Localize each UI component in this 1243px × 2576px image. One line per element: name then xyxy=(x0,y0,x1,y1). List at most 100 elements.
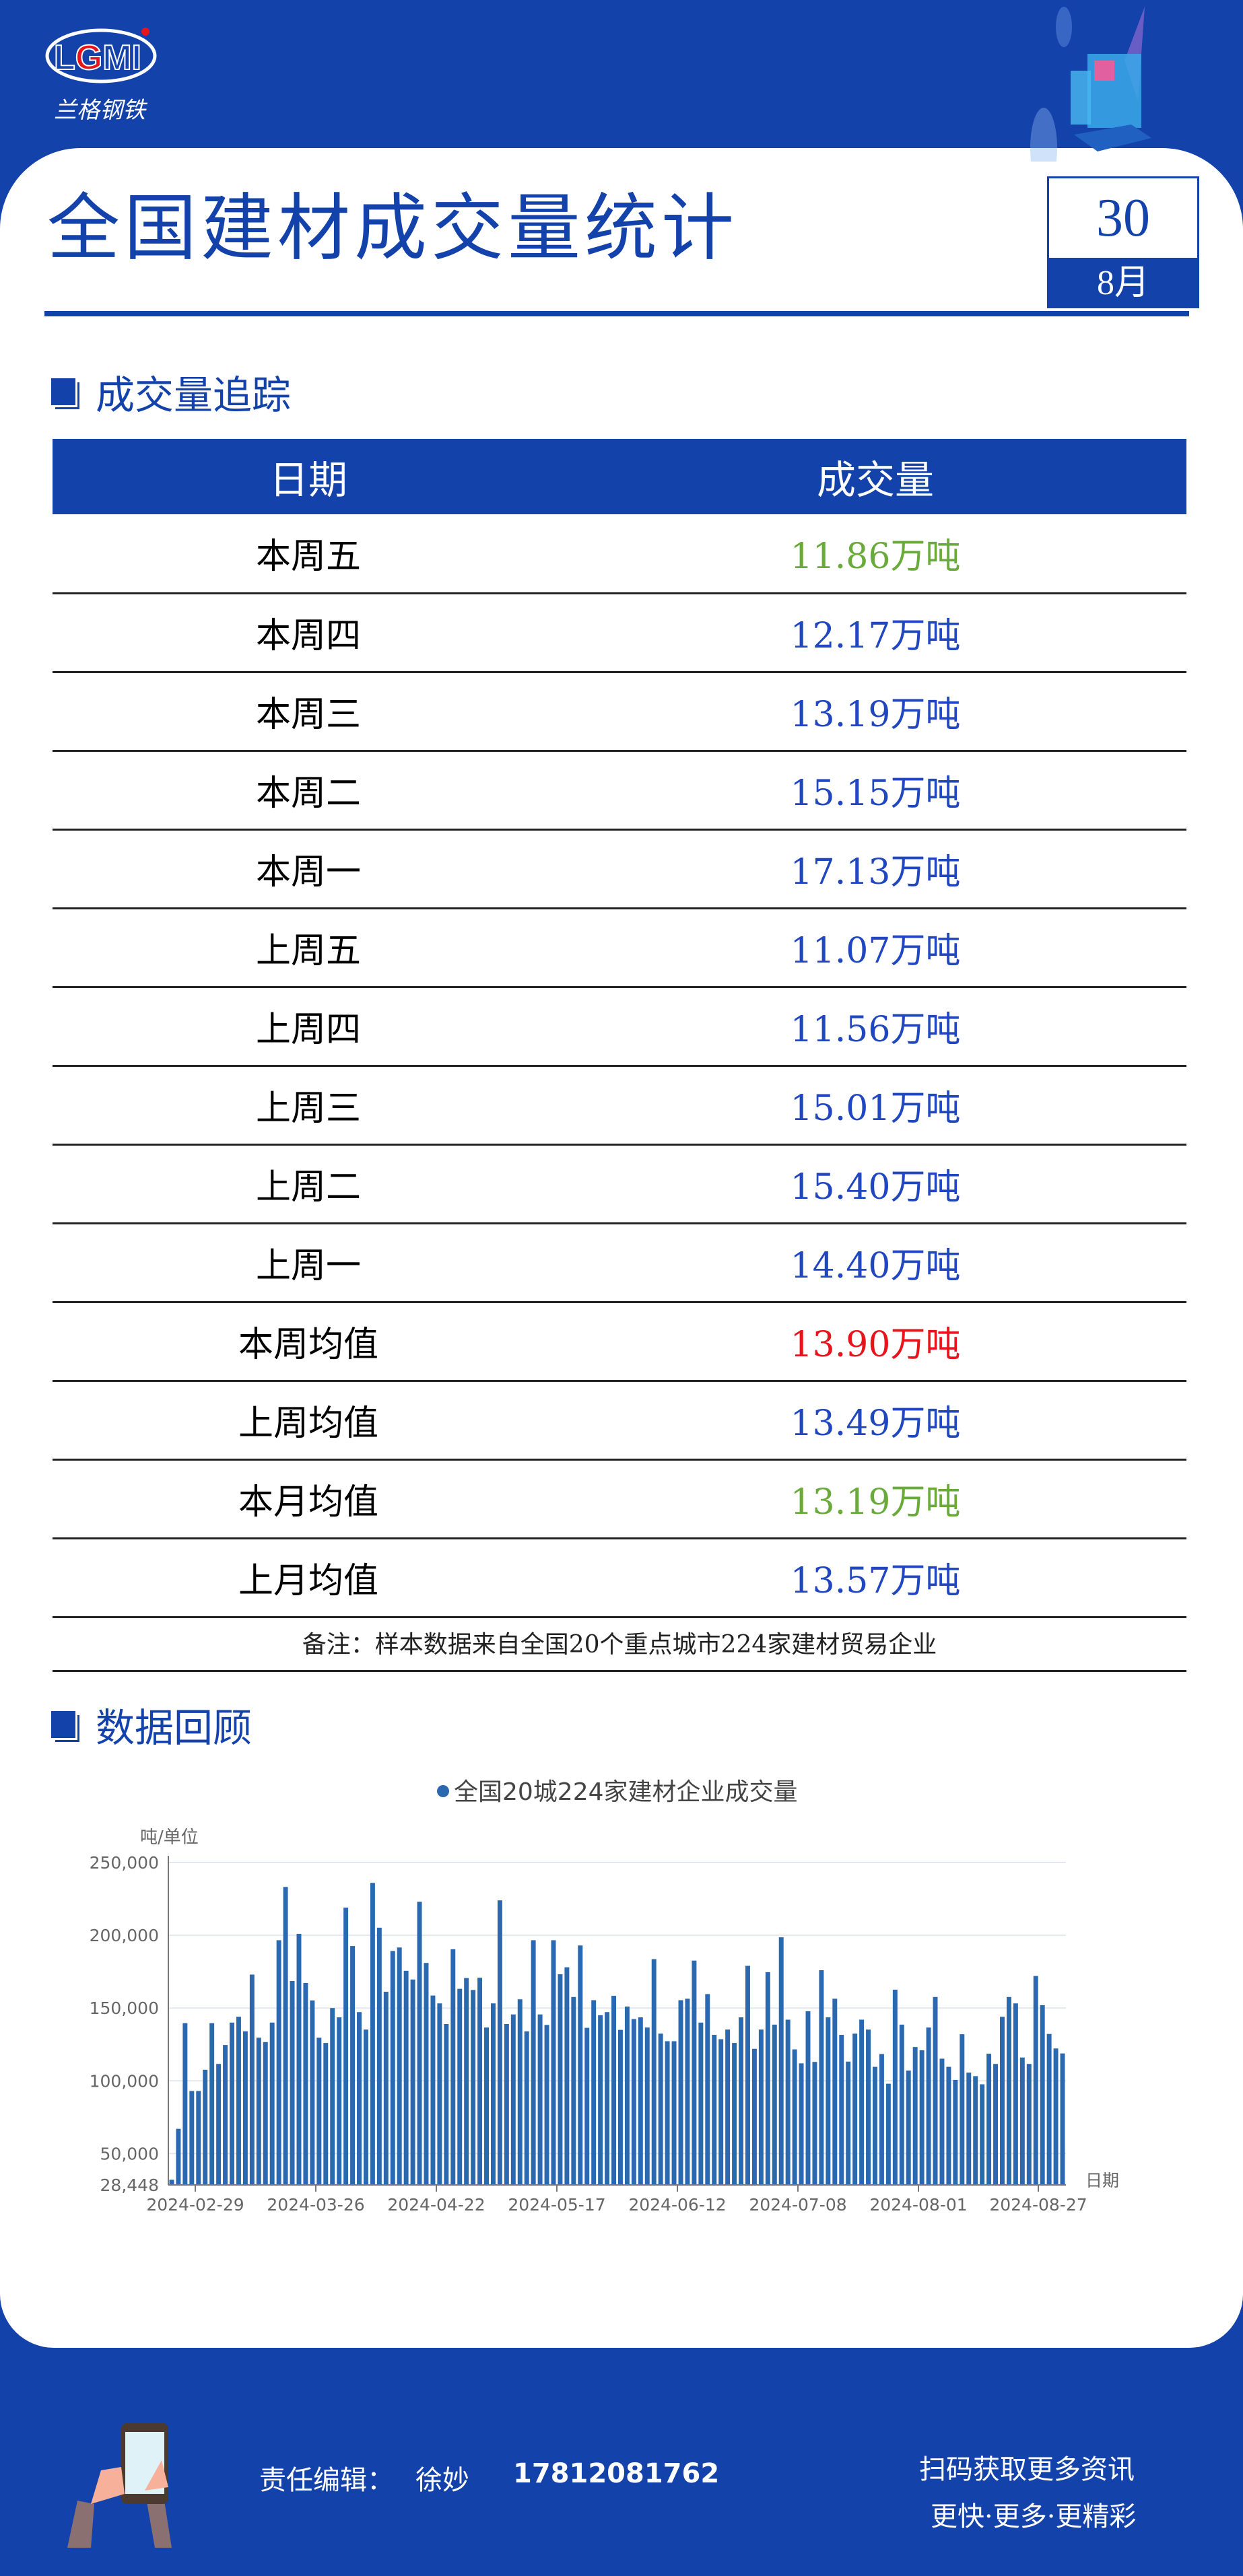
row-volume: 13.57万吨 xyxy=(564,1538,1186,1618)
table-note: 备注：样本数据来自全国20个重点城市224家建材贸易企业 xyxy=(53,1618,1186,1672)
row-volume: 13.49万吨 xyxy=(564,1381,1186,1461)
row-volume: 11.07万吨 xyxy=(564,908,1186,988)
table-row: 本周五 11.86万吨 xyxy=(53,514,1186,594)
row-date: 上周一 xyxy=(53,1223,565,1303)
y-tick-label: 250,000 xyxy=(90,1853,159,1873)
square-bullet-icon xyxy=(51,1711,75,1738)
bar xyxy=(1033,1976,1038,2185)
table-row: 本月均值 13.19万吨 xyxy=(53,1459,1186,1539)
bar xyxy=(397,1947,402,2185)
bar xyxy=(745,1965,750,2185)
row-date: 本周五 xyxy=(53,514,565,594)
bar xyxy=(269,2022,275,2185)
bar xyxy=(692,1960,697,2185)
bar xyxy=(350,1946,356,2185)
bar xyxy=(1019,2057,1025,2185)
bar xyxy=(772,2024,777,2185)
bar xyxy=(424,1963,429,2185)
section-volume-tracking: 成交量追踪 xyxy=(51,363,291,420)
bar xyxy=(363,2029,368,2185)
bar xyxy=(471,1990,476,2185)
bar xyxy=(638,2017,643,2185)
row-volume: 15.40万吨 xyxy=(564,1144,1186,1224)
y-axis-label: 吨/单位 xyxy=(140,1827,199,1848)
bar xyxy=(417,1902,422,2185)
bar xyxy=(558,1974,563,2185)
bar xyxy=(390,1951,395,2185)
row-date: 本周二 xyxy=(53,751,565,831)
bar xyxy=(651,1959,657,2185)
bar xyxy=(303,1983,308,2185)
x-tick-label: 2024-05-17 xyxy=(508,2195,605,2215)
bar xyxy=(671,2041,677,2185)
bar xyxy=(685,1998,690,2185)
bar xyxy=(785,2019,791,2185)
bar xyxy=(792,2049,797,2185)
bar xyxy=(263,2042,268,2185)
bar xyxy=(504,2023,509,2185)
bar xyxy=(450,1949,456,2185)
bar xyxy=(584,2027,590,2185)
svg-text:LGMI: LGMI xyxy=(54,38,141,77)
bar xyxy=(980,2084,985,2185)
page-title: 全国建材成交量统计 xyxy=(47,186,739,271)
bar xyxy=(819,1970,824,2185)
bar xyxy=(912,2047,918,2185)
date-day: 30 xyxy=(1096,188,1150,248)
bar xyxy=(839,2034,844,2185)
table-row: 上周一 14.40万吨 xyxy=(53,1223,1186,1303)
bar xyxy=(631,2019,636,2185)
legend-marker xyxy=(437,1785,449,1797)
bar xyxy=(236,2017,241,2185)
bar xyxy=(323,2043,329,2185)
bar xyxy=(885,2083,891,2185)
section-title: 成交量追踪 xyxy=(96,372,292,418)
table-row: 本周一 17.13万吨 xyxy=(53,829,1186,909)
y-tick-label: 200,000 xyxy=(90,1926,159,1945)
row-volume: 14.40万吨 xyxy=(564,1223,1186,1303)
volume-table: 日期 成交量 本周五 11.86万吨 本周四 12.17万吨 本周三 13.19万吨 本周二… xyxy=(53,439,1186,1618)
bar xyxy=(242,2031,248,2185)
row-volume: 15.01万吨 xyxy=(564,1066,1186,1146)
bar xyxy=(946,2066,951,2185)
y-tick-label: 28,448 xyxy=(100,2175,159,2195)
bar xyxy=(799,2063,804,2185)
bar xyxy=(310,2000,315,2185)
bar xyxy=(966,2073,972,2185)
row-date: 上周三 xyxy=(53,1066,565,1146)
bar xyxy=(732,2043,737,2185)
table-row: 本周二 15.15万吨 xyxy=(53,751,1186,831)
bar xyxy=(939,2058,945,2185)
bar xyxy=(517,1999,523,2185)
bar xyxy=(765,1972,770,2185)
bar xyxy=(437,2003,442,2185)
row-date: 上周四 xyxy=(53,987,565,1067)
row-volume: 13.19万吨 xyxy=(564,1459,1186,1539)
bar xyxy=(879,2054,884,2185)
bar xyxy=(953,2080,958,2185)
bar xyxy=(182,2023,188,2185)
row-date: 上周五 xyxy=(53,908,565,988)
y-tick-label: 100,000 xyxy=(90,2071,159,2091)
legend-label: 全国20城224家建材企业成交量 xyxy=(454,1778,798,1806)
bar xyxy=(712,2034,717,2185)
bar xyxy=(644,2027,650,2185)
bar xyxy=(618,2029,623,2185)
bar xyxy=(866,2029,871,2185)
slogan-scan: 扫码获取更多资讯 xyxy=(919,2454,1135,2485)
table-row: 本周三 13.19万吨 xyxy=(53,672,1186,752)
bar xyxy=(484,2027,489,2185)
bar xyxy=(778,1937,784,2185)
svg-text:兰格钢铁: 兰格钢铁 xyxy=(54,97,148,124)
table-row: 上周三 15.01万吨 xyxy=(53,1066,1186,1146)
square-bullet-icon xyxy=(51,378,75,405)
table-row: 上周二 15.40万吨 xyxy=(53,1144,1186,1224)
editor-name: 徐妙 xyxy=(415,2465,469,2496)
bar xyxy=(330,2008,335,2185)
bar xyxy=(531,1940,536,2185)
bar xyxy=(906,2070,911,2185)
bar xyxy=(383,1991,389,2185)
section-data-review: 数据回顾 xyxy=(51,1696,252,1753)
bar xyxy=(571,1996,576,2185)
bar xyxy=(403,1970,409,2185)
